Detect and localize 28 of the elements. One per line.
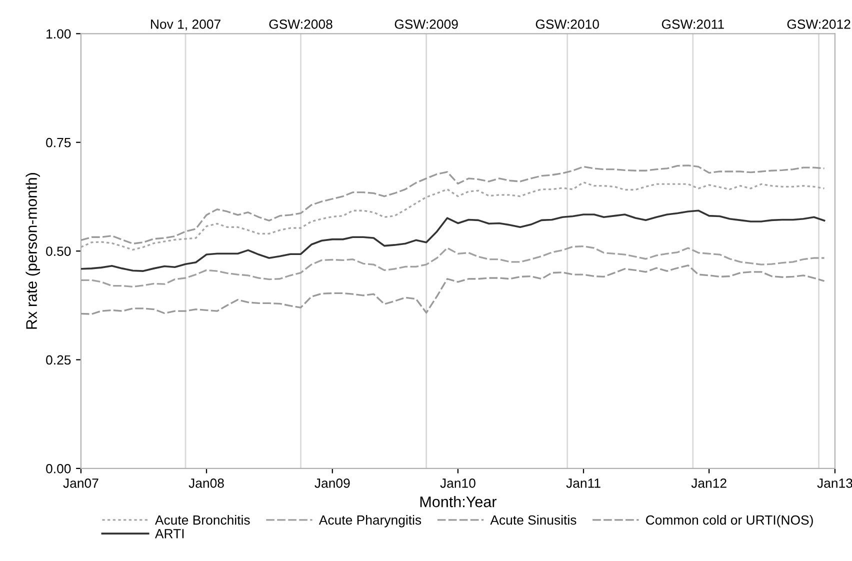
legend-label: Acute Sinusitis bbox=[490, 515, 576, 525]
ref-line-label: GSW:2010 bbox=[536, 20, 599, 29]
legend-label: Acute Pharyngitis bbox=[318, 515, 422, 528]
x-tick-label: Jan07 bbox=[63, 478, 98, 488]
x-tick-label: Jan11 bbox=[566, 478, 600, 488]
y-axis-title: Rx rate (person-month) bbox=[26, 173, 40, 329]
x-tick-label: Jan09 bbox=[314, 478, 350, 488]
ref-line-label: GSW:2008 bbox=[269, 20, 332, 29]
x-tick-label: Jan13 bbox=[817, 478, 852, 488]
x-tick-label: Jan08 bbox=[188, 478, 224, 488]
y-tick-label: 0.50 bbox=[46, 246, 71, 256]
line-series bbox=[80, 210, 826, 272]
y-tick-label: 0.75 bbox=[46, 138, 71, 148]
ref-line-label: GSW:2012 bbox=[787, 20, 850, 29]
y-tick-label: 0.25 bbox=[46, 355, 71, 365]
line-series bbox=[80, 245, 826, 288]
x-axis-title: Month:Year bbox=[420, 496, 496, 508]
y-tick-label: 1.00 bbox=[46, 29, 71, 39]
legend-label: Common cold or URTI(NOS) bbox=[646, 515, 813, 528]
ref-line-label: GSW:2009 bbox=[394, 20, 458, 29]
ref-line-label: Nov 1, 2007 bbox=[151, 20, 220, 30]
x-tick-label: Jan12 bbox=[691, 478, 726, 488]
y-tick-label: 0.00 bbox=[46, 464, 71, 474]
legend-label: ARTI bbox=[154, 529, 184, 538]
legend-label: Acute Bronchitis bbox=[154, 515, 250, 525]
line-series bbox=[80, 264, 826, 315]
ref-line-label: GSW:2011 bbox=[662, 20, 724, 29]
x-tick-label: Jan10 bbox=[440, 478, 476, 488]
